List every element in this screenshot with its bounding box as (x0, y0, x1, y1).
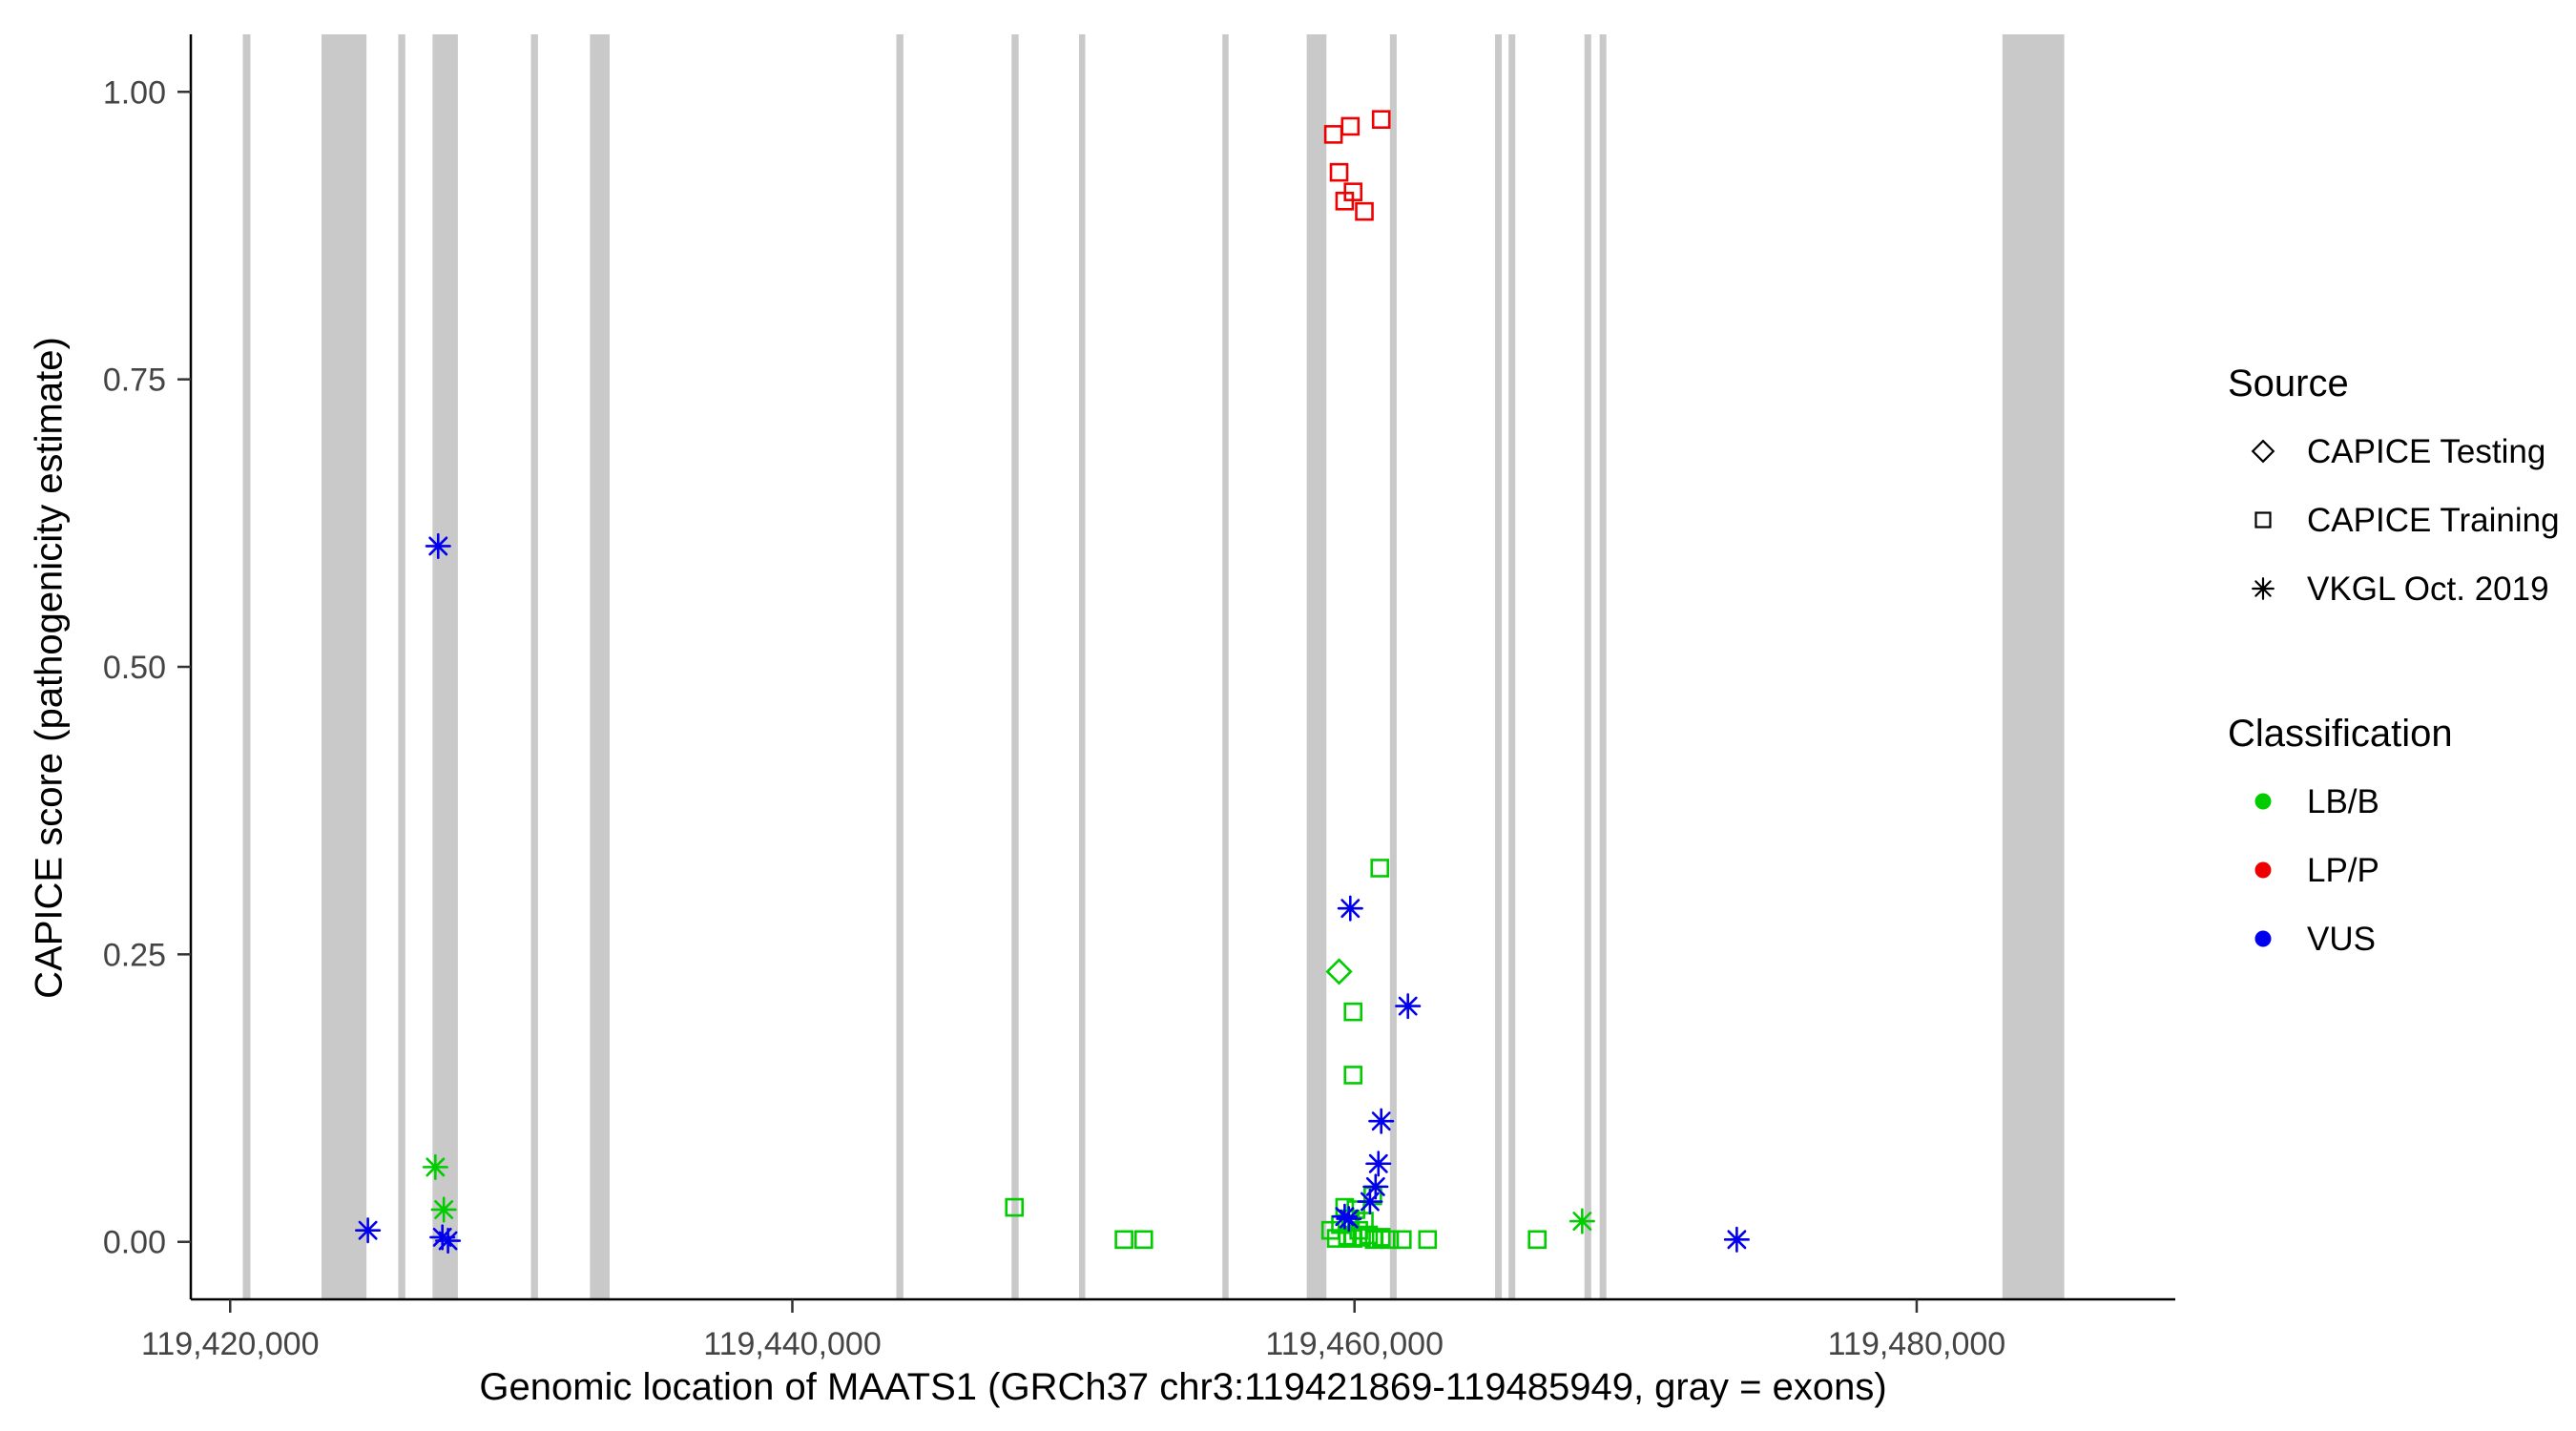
data-point (1357, 1188, 1383, 1215)
data-point (355, 1217, 382, 1244)
data-point (425, 532, 451, 559)
y-tick-label: 0.00 (103, 1225, 166, 1261)
data-point (1114, 1230, 1133, 1250)
exon-band (1011, 34, 1019, 1299)
exon-band (432, 34, 458, 1299)
exon-band (1584, 34, 1591, 1299)
legend-classification-item-label: LP/P (2307, 852, 2379, 889)
y-tick-label: 0.25 (103, 937, 166, 973)
exon-band (1389, 34, 1397, 1299)
legend-source-key-square-icon (2254, 511, 2272, 529)
legend-source-item-label: CAPICE Training (2307, 502, 2560, 539)
exon-band (530, 34, 538, 1299)
exon-band (1078, 34, 1086, 1299)
exon-band (1495, 34, 1503, 1299)
exon-band (1508, 34, 1516, 1299)
exon-band (2002, 34, 2065, 1299)
exon-band (1599, 34, 1607, 1299)
data-point (1380, 1230, 1400, 1250)
data-point (1393, 1230, 1412, 1250)
legend-classification-key-dot-icon (2254, 861, 2272, 879)
legend-classification-key-dot-icon (2254, 930, 2272, 947)
legend-source-key-asterisk-icon (2252, 577, 2275, 600)
x-tick-label: 119,440,000 (703, 1326, 882, 1362)
y-tick-label: 1.00 (103, 74, 166, 111)
data-point (1340, 116, 1361, 136)
data-point (1329, 162, 1349, 182)
exon-band (1306, 34, 1327, 1299)
x-tick-label: 119,460,000 (1265, 1326, 1444, 1362)
data-point (422, 1153, 448, 1180)
exon-band (1222, 34, 1229, 1299)
data-point (1723, 1226, 1750, 1253)
data-point (1355, 201, 1374, 221)
data-point (1359, 1225, 1379, 1245)
data-point (1343, 1002, 1363, 1022)
data-point (1133, 1230, 1153, 1250)
x-axis-title: Genomic location of MAATS1 (GRCh37 chr3:… (479, 1366, 1887, 1408)
y-tick-label: 0.75 (103, 363, 166, 399)
exon-band (321, 34, 367, 1299)
data-point (1343, 1066, 1363, 1085)
data-point (1371, 110, 1391, 130)
data-point (1370, 859, 1390, 878)
legend-source-title: Source (2228, 363, 2349, 404)
exon-band (242, 34, 251, 1299)
exon-band (896, 34, 904, 1299)
data-point (430, 1196, 457, 1223)
legend-source-item-label: VKGL Oct. 2019 (2307, 570, 2549, 608)
legend-classification-item-label: LB/B (2307, 783, 2379, 820)
data-point (1365, 1151, 1392, 1177)
data-point (1336, 1206, 1362, 1233)
legend-classification-item-label: VUS (2307, 921, 2376, 958)
x-tick-label: 119,480,000 (1828, 1326, 2006, 1362)
data-point (1005, 1197, 1025, 1217)
legend-classification-key-dot-icon (2254, 793, 2272, 810)
y-tick-label: 0.50 (103, 650, 166, 686)
legend-source-item-label: CAPICE Testing (2307, 433, 2545, 470)
exon-band (590, 34, 610, 1299)
data-point (1325, 958, 1353, 985)
y-axis-title: CAPICE score (pathogenicity estimate) (28, 337, 71, 999)
data-point (1568, 1208, 1595, 1234)
legend-source-key-diamond-icon (2251, 439, 2275, 464)
data-point (1418, 1230, 1438, 1250)
data-point (1395, 993, 1422, 1020)
data-point (435, 1227, 462, 1255)
legend-classification-title: Classification (2228, 713, 2453, 755)
exon-band (398, 34, 405, 1299)
x-tick-label: 119,420,000 (141, 1326, 320, 1362)
data-point (1368, 1108, 1395, 1134)
data-point (1335, 191, 1355, 211)
data-point (1527, 1230, 1548, 1250)
data-point (1323, 125, 1343, 144)
data-point (1355, 1212, 1374, 1231)
data-point (1337, 895, 1363, 922)
